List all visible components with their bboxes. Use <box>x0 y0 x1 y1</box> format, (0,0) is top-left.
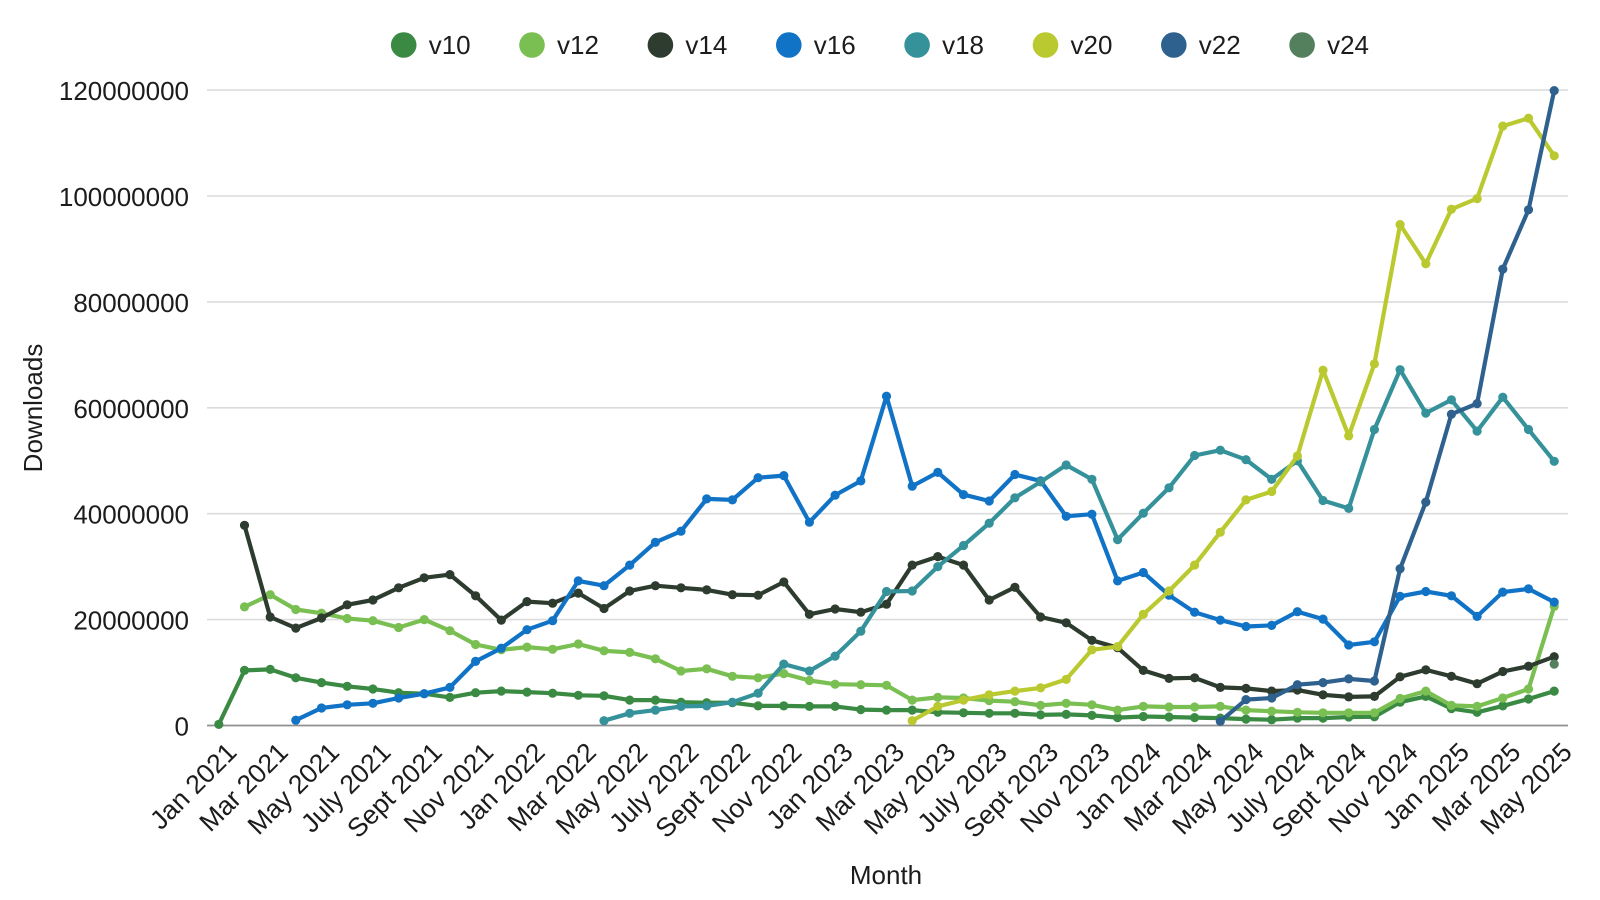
svg-text:v16: v16 <box>814 30 856 60</box>
svg-text:Downloads: Downloads <box>18 344 48 473</box>
svg-text:40000000: 40000000 <box>73 500 189 530</box>
svg-text:v12: v12 <box>557 30 599 60</box>
svg-text:120000000: 120000000 <box>59 76 189 106</box>
svg-text:Month: Month <box>850 860 922 890</box>
svg-text:100000000: 100000000 <box>59 182 189 212</box>
svg-text:0: 0 <box>175 712 189 742</box>
svg-text:20000000: 20000000 <box>73 606 189 636</box>
svg-text:v10: v10 <box>429 30 471 60</box>
svg-text:v14: v14 <box>685 30 727 60</box>
svg-text:v18: v18 <box>942 30 984 60</box>
svg-text:v22: v22 <box>1199 30 1241 60</box>
svg-text:v20: v20 <box>1071 30 1113 60</box>
svg-text:80000000: 80000000 <box>73 288 189 318</box>
svg-text:60000000: 60000000 <box>73 394 189 424</box>
svg-text:v24: v24 <box>1327 30 1369 60</box>
